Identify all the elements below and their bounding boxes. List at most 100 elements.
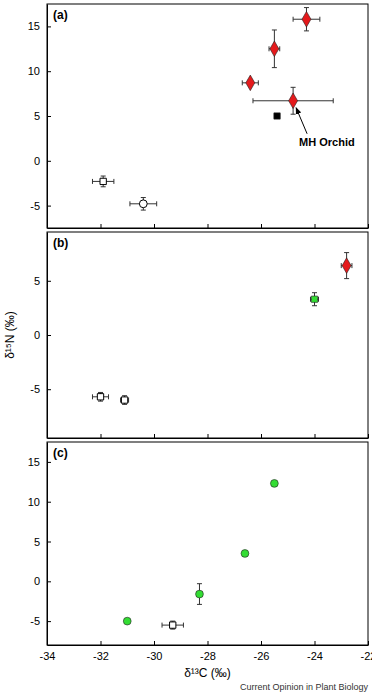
x-error-bar: [162, 623, 183, 628]
error-cap: [197, 604, 202, 605]
point: [170, 622, 176, 628]
series: [162, 621, 183, 629]
x-axis: -34-32-30-28-26-24-22: [40, 641, 372, 662]
y-tick: -5: [30, 200, 51, 212]
error-cap: [197, 583, 202, 584]
x-tick: -22: [361, 641, 372, 662]
x-tick-mark: [315, 224, 316, 228]
error-cap: [318, 297, 319, 302]
y-tick-label: 15: [28, 20, 40, 32]
x-tick-mark: [208, 224, 209, 228]
plot-area: [123, 479, 278, 629]
error-cap: [120, 398, 121, 403]
y-tick-label: 5: [34, 110, 40, 122]
x-tick: -26: [254, 641, 270, 662]
plot-frame: [47, 442, 368, 645]
y-error-bar: [122, 396, 127, 405]
y-tick: -5: [30, 615, 51, 627]
error-cap: [279, 46, 280, 51]
series: [310, 293, 318, 306]
y-error-bar: [170, 621, 175, 629]
point: [270, 479, 278, 487]
y-tick-mark: [47, 581, 51, 582]
x-tick-label: -22: [361, 650, 372, 662]
error-cap: [344, 278, 349, 279]
panel-label: (b): [53, 236, 68, 250]
error-cap: [269, 46, 270, 51]
point: [274, 113, 280, 119]
y-tick-mark: [47, 389, 51, 390]
y-axis: -5 0 5: [30, 233, 51, 439]
y-tick-label: 10: [28, 496, 40, 508]
x-tick-mark: [154, 224, 155, 228]
y-tick-label: 15: [28, 456, 40, 468]
x-tick: [315, 224, 316, 228]
error-cap: [319, 17, 320, 22]
panel: -5051015(a)MH Orchid: [28, 4, 369, 229]
point: [342, 258, 351, 274]
plot-area: [92, 253, 351, 405]
x-tick-mark: [101, 434, 102, 438]
y-tick: 10: [28, 65, 51, 77]
series: [92, 392, 128, 404]
series: [92, 176, 113, 187]
y-tick: 0: [34, 575, 51, 587]
x-axis-line: [48, 438, 369, 439]
y-tick: 15: [28, 456, 51, 468]
error-cap: [101, 176, 106, 177]
y-tick-mark: [47, 462, 51, 463]
error-cap: [242, 80, 243, 85]
y-tick-mark: [47, 26, 51, 27]
panel-label: (a): [53, 8, 68, 22]
error-cap: [312, 305, 317, 306]
x-tick-mark: [368, 224, 369, 228]
figure: -5051015(a)MH Orchid-505(b)δ¹⁵N (‰)-34-3…: [0, 0, 372, 693]
x-tick-mark: [261, 224, 262, 228]
x-tick-mark: [154, 641, 155, 645]
x-tick-label: -30: [147, 650, 163, 662]
x-tick-label: -28: [200, 650, 216, 662]
x-error-bar: [121, 398, 129, 403]
y-tick-label: 0: [34, 329, 40, 341]
error-cap: [122, 395, 127, 396]
error-cap: [310, 297, 311, 302]
y-axis: -5 0 5 10 15: [28, 443, 51, 646]
series: [123, 479, 278, 625]
panel: -5 0 5 (b) δ¹⁵N (‰): [3, 232, 369, 439]
error-cap: [122, 404, 127, 405]
point: [196, 590, 204, 598]
y-tick-mark: [47, 542, 51, 543]
y-axis-title: δ¹⁵N (‰): [3, 311, 17, 359]
error-cap: [101, 186, 106, 187]
y-tick-label: 5: [34, 275, 40, 287]
error-cap: [98, 401, 103, 402]
x-tick: [101, 224, 102, 228]
x-tick: [315, 434, 316, 438]
x-tick-mark: [315, 434, 316, 438]
y-tick-label: 0: [34, 575, 40, 587]
error-cap: [344, 252, 349, 253]
plot-area: [92, 8, 333, 210]
y-tick-label: -5: [30, 383, 40, 395]
point: [241, 550, 249, 558]
panel: -34-32-30-28-26-24-22-5051015(c)δ¹³C (‰): [28, 442, 372, 680]
error-cap: [341, 263, 342, 268]
x-axis-line: [48, 228, 369, 229]
point: [100, 178, 106, 184]
y-tick-label: -5: [30, 200, 40, 212]
y-error-bar: [312, 293, 317, 306]
error-cap: [98, 392, 103, 393]
x-tick: -28: [200, 641, 216, 662]
error-cap: [108, 394, 109, 399]
y-axis-line: [47, 443, 48, 646]
series: [130, 198, 157, 211]
x-tick: [368, 434, 369, 438]
x-tick-mark: [315, 641, 316, 645]
y-tick: 5: [34, 536, 51, 548]
x-axis: [48, 434, 369, 439]
error-cap: [92, 179, 93, 184]
y-tick: 15: [28, 20, 51, 32]
y-tick-label: 0: [34, 155, 40, 167]
y-axis: -5 0 5 10 15: [28, 5, 51, 229]
y-tick-mark: [47, 116, 51, 117]
